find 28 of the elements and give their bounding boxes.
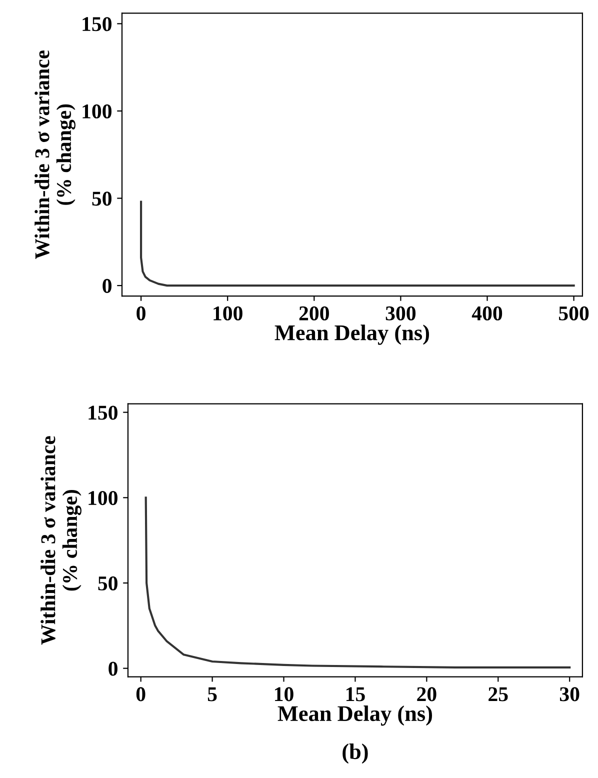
x-tick-label: 0	[136, 687, 146, 702]
y-axis-title: Within-die 3 σ variance (% change)	[34, 50, 76, 260]
x-tick-label: 500	[559, 306, 589, 320]
y-tick-label: 100	[88, 491, 118, 506]
x-tick-label: 400	[472, 306, 502, 320]
x-tick-label: 10	[275, 687, 294, 702]
line-series	[140, 200, 575, 287]
x-axis-title: Mean Delay (ns)	[274, 324, 430, 345]
x-axis-title: Mean Delay (ns)	[278, 705, 432, 726]
y-tick-label: 0	[102, 278, 112, 293]
x-tick-label: 15	[346, 687, 365, 702]
y-tick-label: 0	[108, 662, 118, 676]
x-tick-label: 25	[488, 687, 508, 702]
x-tick-label: 30	[560, 687, 580, 702]
x-tick-label: 20	[417, 687, 436, 702]
line-series	[144, 496, 571, 669]
y-tick-label: 50	[98, 576, 118, 590]
x-tick-label: 0	[136, 306, 146, 320]
x-tick-label: 300	[386, 306, 416, 320]
x-tick-label: 200	[299, 306, 329, 320]
text: (b)	[342, 744, 368, 764]
y-axis-title: Within-die 3 σ variance (% change)	[40, 436, 82, 645]
y-tick-label: 100	[82, 104, 112, 118]
x-tick-label: 100	[214, 306, 242, 320]
y-tick-label: 50	[92, 192, 112, 206]
y-tick-label: 150	[82, 17, 112, 32]
x-tick-label: 5	[208, 687, 217, 702]
y-tick-label: 150	[88, 406, 118, 420]
